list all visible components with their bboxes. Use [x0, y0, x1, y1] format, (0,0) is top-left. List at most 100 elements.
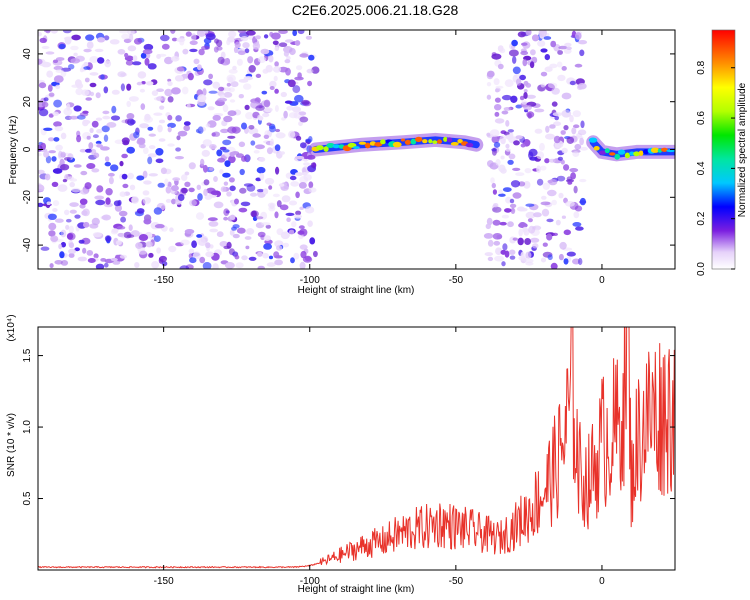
heatmap-cell [174, 75, 184, 82]
heatmap-cell [159, 255, 167, 263]
heatmap-cell [143, 43, 154, 51]
heatmap-cell [512, 237, 518, 241]
heatmap-cell [148, 133, 156, 137]
heatmap-cell [278, 30, 288, 34]
heatmap-cell [131, 196, 139, 204]
heatmap-cell [41, 61, 52, 68]
heatmap-cell [524, 238, 531, 245]
heatmap-cell [294, 76, 304, 81]
heatmap-cell [275, 166, 280, 175]
heatmap-cell [528, 225, 536, 234]
heatmap-cell [198, 48, 205, 56]
heatmap-cell [157, 124, 163, 133]
heatmap-cell [300, 142, 307, 149]
heatmap-cell [308, 54, 315, 61]
heatmap-cell [185, 31, 192, 37]
heatmap-cell [572, 151, 580, 158]
heatmap-cell [83, 61, 89, 67]
heatmap-cell [191, 240, 198, 248]
heatmap-cell [508, 49, 519, 57]
heatmap-cell [184, 171, 190, 176]
heatmap-cell [298, 111, 307, 116]
heatmap-cell [549, 124, 556, 129]
heatmap-cell [142, 190, 150, 196]
heatmap-cell [121, 153, 128, 159]
snr-series-line [38, 327, 675, 569]
heatmap-cell [145, 241, 153, 248]
signal-band-blob [392, 141, 402, 148]
heatmap-cell [224, 160, 231, 168]
heatmap-cell [188, 248, 195, 254]
heatmap-cell [63, 209, 70, 216]
heatmap-cell [541, 195, 547, 200]
heatmap-cell [95, 117, 103, 121]
heatmap-y-tick-label: 20 [22, 96, 33, 108]
heatmap-cell [85, 97, 92, 101]
heatmap-cell [507, 159, 514, 165]
heatmap-cell [82, 119, 91, 125]
heatmap-cell [228, 177, 235, 183]
heatmap-cell [273, 75, 278, 82]
heatmap-cell [213, 176, 218, 182]
heatmap-cell [94, 195, 105, 200]
heatmap-cell [579, 137, 584, 146]
heatmap-cell [291, 221, 297, 228]
heatmap-cell [525, 251, 532, 259]
heatmap-cell [276, 245, 283, 251]
heatmap-cell [490, 177, 495, 184]
heatmap-cell [59, 251, 65, 259]
heatmap-cell [223, 181, 229, 186]
heatmap-cell [293, 112, 300, 119]
heatmap-cell [579, 178, 587, 183]
heatmap-cell [512, 167, 521, 171]
heatmap-cell [226, 82, 231, 87]
heatmap-cell [164, 88, 173, 97]
heatmap-cell [119, 30, 129, 34]
heatmap-cell [283, 50, 289, 57]
heatmap-cell [308, 136, 313, 143]
signal-band-blob [323, 146, 329, 152]
heatmap-cell [228, 87, 235, 93]
heatmap-cell [563, 258, 569, 265]
heatmap-cell [83, 48, 91, 53]
heatmap-cell [192, 251, 201, 260]
heatmap-cell [202, 262, 212, 269]
heatmap-cell [284, 100, 293, 104]
heatmap-cell [164, 178, 169, 187]
heatmap-cell [100, 74, 105, 80]
snr-plot-frame [37, 326, 676, 571]
heatmap-cell [73, 52, 78, 57]
heatmap-cell [167, 126, 172, 133]
heatmap-cell [60, 132, 67, 140]
colorbar-tick-label: 0.6 [696, 111, 707, 125]
heatmap-cell [498, 164, 506, 173]
heatmap-cell [201, 45, 210, 51]
heatmap-cell [539, 165, 547, 171]
heatmap-cell [170, 56, 180, 62]
heatmap-cell [71, 34, 81, 41]
heatmap-cell [200, 158, 205, 167]
heatmap-cell [263, 235, 271, 242]
signal-band-blob [358, 141, 367, 145]
heatmap-cell [142, 197, 151, 205]
heatmap-cell [516, 78, 522, 86]
heatmap-cell [232, 224, 240, 229]
heatmap-cell [263, 134, 270, 139]
heatmap-cell [66, 218, 72, 223]
heatmap-cell [244, 236, 252, 240]
heatmap-cell [38, 169, 45, 175]
colorbar-tick-label: 0.4 [696, 161, 707, 175]
heatmap-cell [228, 155, 236, 164]
heatmap-cell [263, 243, 272, 250]
heatmap-cell [521, 42, 528, 46]
heatmap-cell [536, 178, 544, 186]
heatmap-cell [285, 39, 294, 43]
heatmap-cell [539, 142, 545, 151]
heatmap-cell [491, 53, 502, 60]
heatmap-cell [260, 48, 270, 55]
heatmap-cell [304, 206, 315, 214]
heatmap-cell [128, 224, 133, 231]
heatmap-cell [255, 105, 265, 111]
heatmap-cell [53, 137, 60, 142]
signal-band-blob [437, 139, 442, 144]
